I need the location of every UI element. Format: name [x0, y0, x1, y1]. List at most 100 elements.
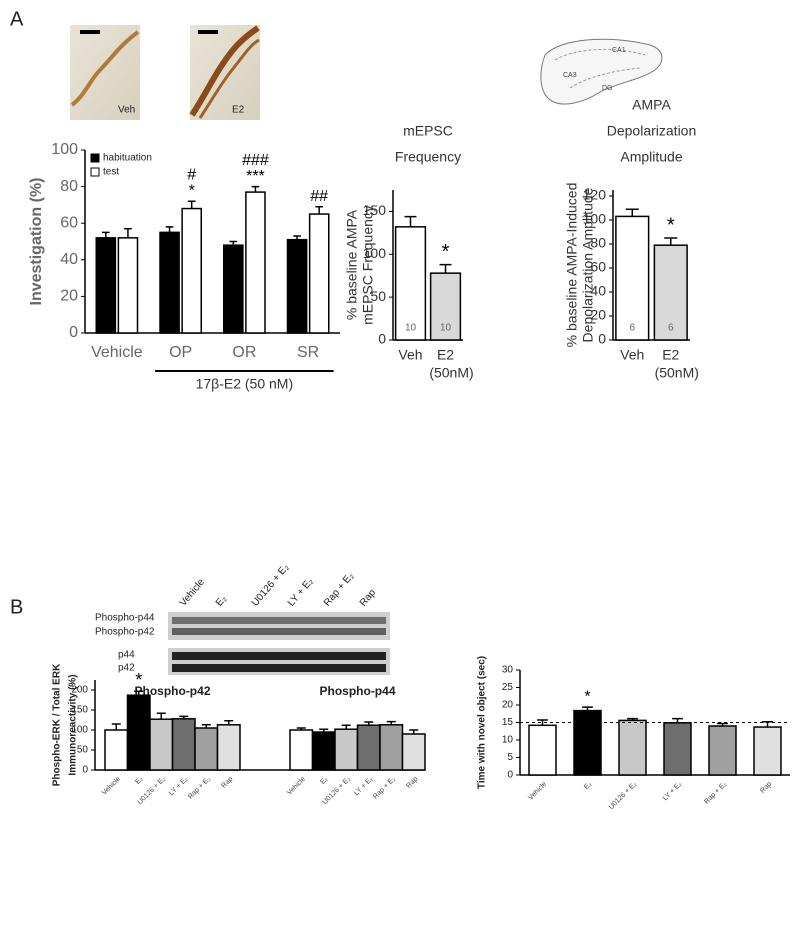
x-tick-label: Rap — [405, 776, 419, 790]
bar — [159, 231, 180, 334]
blot-lane-label: Rap + E₂ — [322, 571, 356, 609]
y-tick-label: 0 — [378, 331, 386, 347]
blot — [168, 612, 390, 640]
chart-title: mEPSC — [403, 123, 453, 139]
blot-band — [172, 628, 386, 635]
bar — [615, 215, 650, 341]
y-axis-label: Time with novel object (sec) — [477, 656, 488, 789]
error-bar — [409, 729, 419, 734]
bar — [308, 213, 330, 334]
region-label: DG — [602, 85, 613, 92]
legend-swatch — [90, 167, 100, 177]
bar — [573, 709, 602, 776]
blot-lane-label: LY + E₂ — [286, 576, 316, 609]
error-bar — [124, 227, 132, 238]
y-axis-label: Phospho-ERK / Total ERK — [52, 663, 63, 786]
error-bar — [251, 185, 260, 193]
blot-lane-label: Vehicle — [178, 577, 207, 609]
y-tick-label: 0 — [82, 765, 88, 776]
y-tick-label: 0 — [507, 770, 513, 781]
error-bar — [101, 231, 110, 238]
y-tick-label: 50 — [77, 745, 89, 756]
x-tick-label: Rap + E₂ — [372, 776, 397, 801]
x-tick-label: Vehicle — [91, 344, 143, 361]
bar — [753, 726, 782, 776]
bar — [181, 207, 202, 334]
y-tick-label: 40 — [60, 251, 78, 268]
annotation: ### — [242, 152, 269, 169]
y-tick-label: 25 — [502, 682, 514, 693]
annotation: * — [442, 241, 450, 263]
y-axis-label: % baseline AMPA — [344, 209, 360, 320]
y-tick-label: 100 — [363, 245, 387, 261]
bar — [429, 272, 462, 341]
y-tick-label: 100 — [71, 725, 88, 736]
bar — [311, 731, 336, 771]
y-tick-label: 40 — [590, 283, 606, 299]
bar — [379, 724, 404, 771]
bar — [653, 244, 688, 341]
y-axis-label: Immunoreactivity (%) — [68, 674, 79, 775]
micrograph-label: Veh — [118, 105, 135, 116]
blot-band — [172, 617, 386, 624]
blot-lane-label: E₂ — [214, 593, 229, 608]
cell-layer — [569, 67, 641, 89]
hippocampus-outline — [540, 38, 663, 105]
bar — [104, 729, 129, 771]
bar — [149, 718, 174, 771]
error-bar — [627, 717, 638, 721]
error-bar — [404, 215, 417, 227]
annotation: # — [187, 166, 196, 183]
y-tick-label: 20 — [590, 307, 606, 323]
annotation: ## — [310, 188, 328, 205]
x-tick-label: LY + E₂ — [662, 781, 684, 803]
bar — [194, 727, 219, 771]
error-bar — [315, 205, 324, 215]
y-tick-label: 0 — [598, 331, 606, 347]
y-tick-label: 10 — [502, 735, 514, 746]
cell-layer — [554, 48, 646, 61]
bar — [95, 237, 117, 334]
blot-row-label: Phospho-p44 — [95, 613, 155, 624]
y-tick-label: 0 — [69, 324, 78, 341]
blot-band — [172, 664, 386, 672]
bar — [286, 238, 308, 334]
category-note: (50nM) — [655, 365, 699, 381]
series-title: Phospho-p44 — [319, 684, 395, 698]
y-axis-label: % baseline AMPA-Induced — [564, 183, 580, 348]
blot-lane-label: Rap — [358, 587, 379, 608]
bar — [245, 191, 266, 334]
x-tick-label: Vehicle — [286, 776, 307, 797]
bar — [708, 725, 737, 776]
error-bar — [582, 706, 593, 711]
error-bar — [625, 208, 639, 217]
series-title: Phospho-p42 — [134, 684, 210, 698]
x-tick-label: Veh — [398, 347, 422, 363]
error-bar — [386, 720, 396, 725]
n-label: 10 — [405, 323, 417, 334]
fiber — [70, 30, 140, 107]
bar — [223, 244, 244, 334]
bar — [356, 724, 381, 771]
x-tick-label: Veh — [620, 347, 644, 363]
y-tick-label: 60 — [60, 214, 78, 231]
x-tick-label: E2 — [437, 347, 454, 363]
n-label: 10 — [440, 323, 452, 334]
error-bar — [224, 720, 234, 725]
annotation: * — [584, 688, 590, 705]
chart-title: AMPA — [632, 97, 671, 113]
blot-row-label: Phospho-p42 — [95, 627, 155, 638]
bar — [117, 237, 139, 334]
region-label: CA3 — [563, 72, 577, 79]
y-tick-label: 100 — [51, 141, 78, 158]
annotation: * — [667, 214, 675, 236]
blot-row-label: p42 — [118, 663, 135, 674]
x-tick-label: U0126 + E₂ — [608, 781, 639, 812]
error-bar — [134, 690, 144, 696]
error-bar — [229, 240, 238, 246]
x-tick-label: E₂ — [134, 776, 144, 786]
y-tick-label: 100 — [583, 211, 607, 227]
group-label: 17β-E2 (50 nM) — [196, 376, 294, 392]
chart-title: Depolarization — [607, 123, 697, 139]
x-tick-label: Rap + E₂ — [703, 781, 728, 806]
